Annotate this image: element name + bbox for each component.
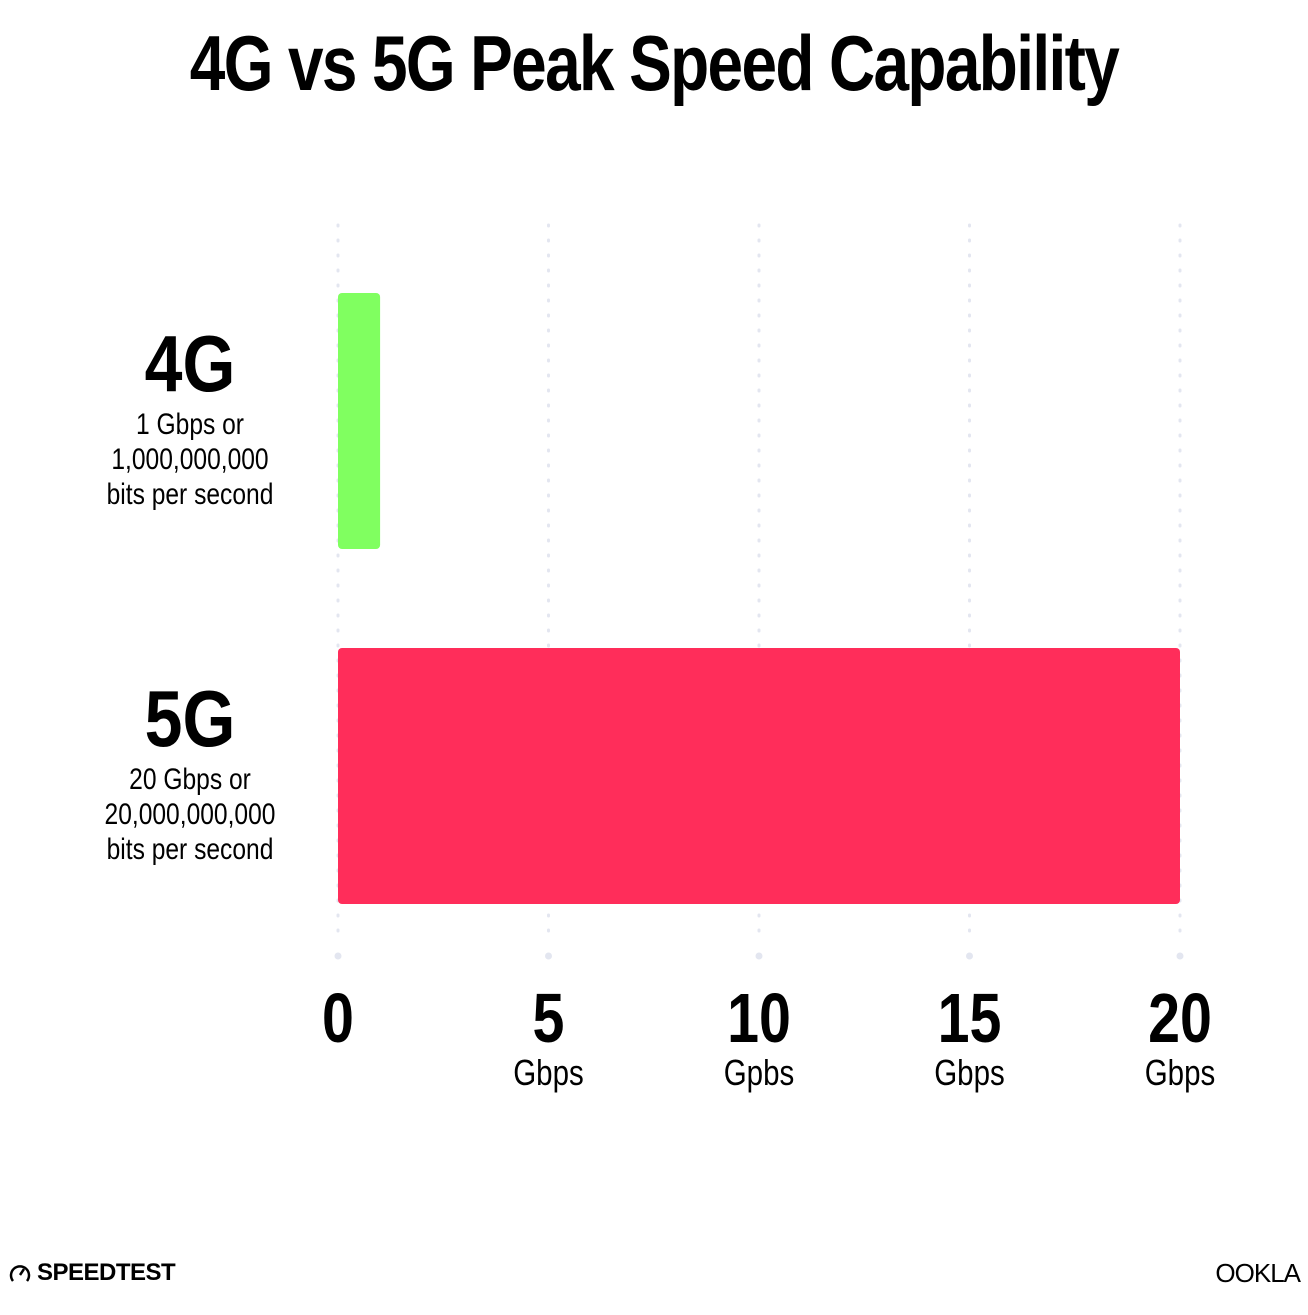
category-description: bits per second [107, 832, 274, 866]
gauge-icon [9, 1265, 31, 1282]
category-description: 20 Gbps or [129, 762, 251, 796]
tick-label: 0 [322, 979, 354, 1058]
bar-5g [338, 648, 1180, 904]
tick-dot [1176, 952, 1184, 960]
category-description: 1 Gbps or [136, 407, 244, 441]
speedtest-wordmark: SPEEDTEST [37, 1259, 176, 1286]
category-label: 5G [145, 674, 236, 763]
tick-dot [966, 952, 973, 960]
chart-title: 4G vs 5G Peak Speed Capability [189, 19, 1120, 107]
tick-label: 20 [1148, 979, 1212, 1058]
category-description: 20,000,000,000 [105, 797, 276, 831]
bar-4g [338, 293, 381, 549]
tick-label: 10 [727, 979, 791, 1058]
category-description: 1,000,000,000 [111, 442, 268, 476]
tick-unit: Gbps [1145, 1052, 1216, 1092]
tick-dot [334, 952, 342, 960]
category-description: bits per second [107, 477, 274, 511]
category-label: 4G [145, 319, 236, 408]
tick-label: 5 [533, 979, 565, 1058]
speedtest-logo: SPEEDTEST [8, 1259, 176, 1287]
tick-unit: Gpbs [724, 1052, 795, 1092]
tick-dot [545, 952, 552, 960]
tick-label: 15 [938, 979, 1002, 1058]
ookla-logo: OOKLA [1215, 1258, 1301, 1288]
tick-unit: Gbps [934, 1052, 1005, 1092]
tick-dot [755, 952, 763, 960]
tick-unit: Gbps [513, 1052, 584, 1092]
